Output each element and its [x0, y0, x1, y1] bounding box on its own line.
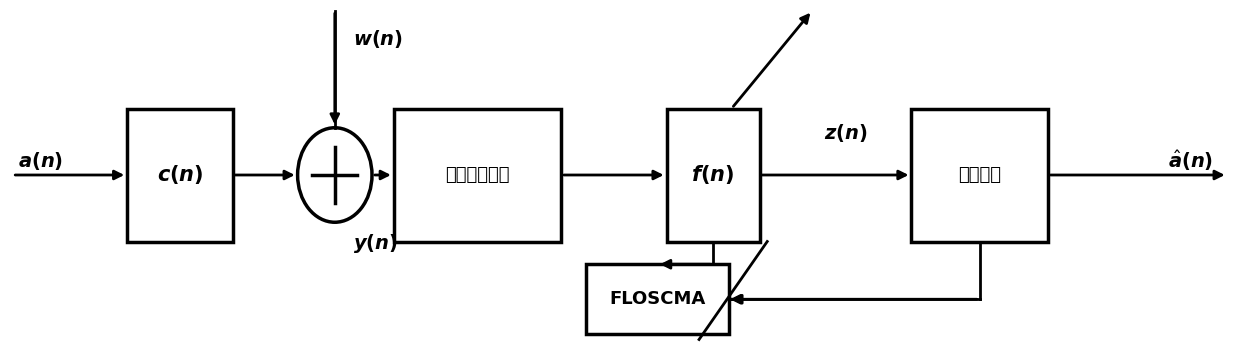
Text: $\boldsymbol{w(n)}$: $\boldsymbol{w(n)}$ [353, 28, 403, 49]
Text: 正交小波变换: 正交小波变换 [445, 166, 510, 184]
Bar [394, 108, 560, 241]
Text: $\hat{\boldsymbol{a}}\boldsymbol{(n)}$: $\hat{\boldsymbol{a}}\boldsymbol{(n)}$ [1168, 148, 1213, 174]
Bar [667, 108, 759, 241]
Text: $\boldsymbol{y(n)}$: $\boldsymbol{y(n)}$ [353, 232, 398, 255]
Text: $\boldsymbol{f(n)}$: $\boldsymbol{f(n)}$ [692, 163, 734, 187]
Bar [587, 264, 729, 334]
Text: $\boldsymbol{c(n)}$: $\boldsymbol{c(n)}$ [156, 163, 203, 187]
Text: 判决装置: 判决装置 [959, 166, 1001, 184]
Text: $\boldsymbol{a(n)}$: $\boldsymbol{a(n)}$ [19, 150, 63, 172]
Text: FLOSCMA: FLOSCMA [609, 290, 706, 308]
Ellipse shape [298, 128, 372, 222]
Text: $\boldsymbol{z(n)}$: $\boldsymbol{z(n)}$ [823, 122, 868, 144]
Bar [911, 108, 1048, 241]
Bar [126, 108, 233, 241]
